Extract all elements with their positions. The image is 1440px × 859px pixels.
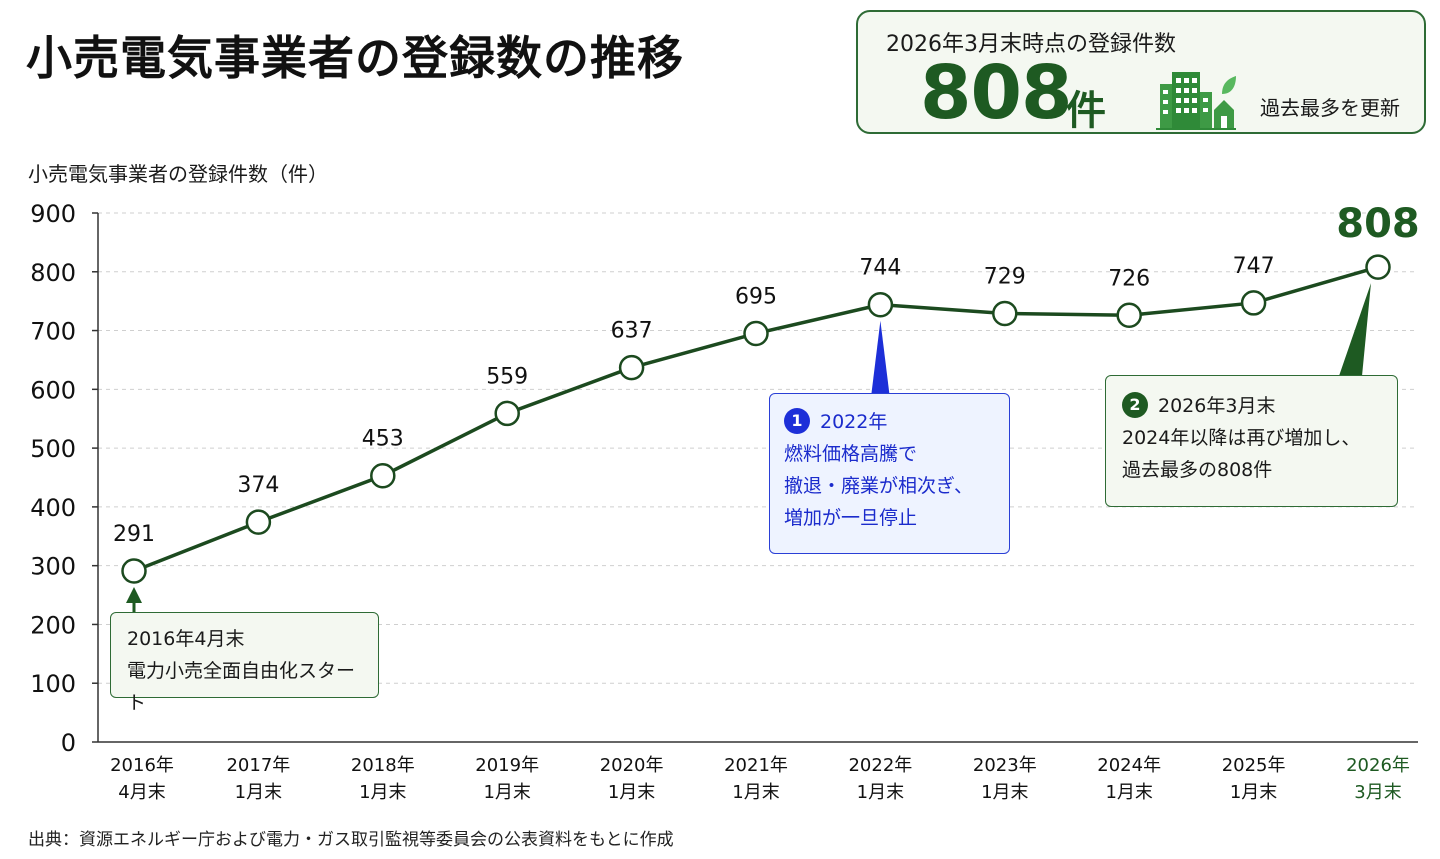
building-icon — [1156, 70, 1236, 136]
x-tick-label: 4月末 — [118, 782, 165, 803]
callout-pointers — [126, 283, 1371, 612]
callout-2026-heading: 2026年3月末 — [1158, 395, 1276, 417]
data-point — [1365, 254, 1391, 280]
y-tick-labels: 0 100 200 300 400 500 600 700 800 900 — [30, 200, 76, 757]
y-tick-label: 300 — [30, 553, 76, 581]
data-label: 695 — [735, 284, 777, 309]
x-tick-label: 1月末 — [235, 782, 282, 803]
data-label: 291 — [113, 522, 155, 547]
data-point — [743, 320, 769, 347]
callout-2026-pointer — [1339, 283, 1371, 376]
data-label: 453 — [362, 427, 404, 452]
data-label: 559 — [486, 364, 528, 389]
x-tick-label: 2025年 — [1222, 755, 1286, 776]
data-point — [245, 509, 272, 535]
data-point — [992, 300, 1018, 327]
data-label: 726 — [1108, 266, 1150, 291]
callout-start-line2: 電力小売全面自由化スタート — [127, 660, 356, 714]
x-tick-label: 2019年 — [475, 755, 539, 776]
data-point — [1116, 302, 1142, 329]
y-tick-label: 600 — [30, 376, 76, 404]
data-point — [494, 400, 520, 427]
callout-2022: 1 2022年 燃料価格高騰で 撤退・廃業が相次ぎ、 増加が一旦停止 — [769, 393, 1010, 554]
callout-2026-badge: 2 — [1122, 391, 1148, 418]
x-tick-labels: 2016年 4月末 2017年 1月末 2018年 1月末 2019年 1月末 2020年 1月末… — [110, 755, 1410, 803]
x-tick-label: 1月末 — [981, 782, 1028, 803]
data-point — [1240, 290, 1267, 316]
chart-title: 小売電気事業者の登録数の推移 — [26, 31, 684, 85]
x-tick-label: 2026年 — [1346, 755, 1410, 776]
callout-2022-line1: 燃料価格高騰で — [784, 443, 918, 465]
y-tick-label: 100 — [30, 670, 76, 698]
summary-note: 過去最多を更新 — [1260, 96, 1400, 120]
callout-start-arrowhead — [126, 586, 142, 603]
callout-2026: 2 2026年3月末 2024年以降は再び増加し、 過去最多の808件 — [1105, 375, 1398, 507]
y-tick-label: 200 — [30, 611, 76, 639]
callout-2022-heading: 2022年 — [820, 411, 888, 433]
y-tick-label: 0 — [61, 729, 76, 757]
callout-2026-line1: 2024年以降は再び増加し、 — [1122, 427, 1361, 449]
callout-2022-line3: 増加が一旦停止 — [784, 507, 918, 529]
y-tick-label: 500 — [30, 435, 76, 463]
data-label: 729 — [984, 265, 1026, 290]
x-tick-label: 1月末 — [359, 782, 406, 803]
callout-2026-line2: 過去最多の808件 — [1122, 459, 1273, 481]
summary-box: 2026年3月末時点の登録件数 808 件 過去最多を更新 — [856, 10, 1426, 134]
x-tick-label: 2024年 — [1097, 755, 1161, 776]
x-tick-label: 2022年 — [848, 755, 912, 776]
x-tick-label: 2016年 — [110, 755, 174, 776]
callout-2022-badge: 1 — [784, 407, 810, 434]
callout-start-line1: 2016年4月末 — [127, 628, 245, 650]
data-point — [618, 354, 645, 381]
x-tick-label: 1月末 — [732, 782, 779, 803]
x-tick-label: 2017年 — [226, 755, 290, 776]
data-labels: 291 374 453 559 637 695 744 729 726 747 808 — [113, 201, 1420, 547]
x-tick-label: 2020年 — [600, 755, 664, 776]
summary-unit: 件 — [1066, 88, 1106, 134]
x-tick-label: 2023年 — [973, 755, 1037, 776]
source-note: 出典：資源エネルギー庁および電力・ガス取引監視等委員会の公表資料をもとに作成 — [28, 830, 674, 850]
y-tick-label: 400 — [30, 494, 76, 522]
data-label: 374 — [237, 473, 279, 498]
y-axis-label: 小売電気事業者の登録件数（件） — [28, 162, 328, 186]
y-tick-label: 800 — [30, 259, 76, 287]
x-tick-label: 1月末 — [1105, 782, 1152, 803]
data-point — [370, 462, 396, 489]
y-tick-label: 900 — [30, 200, 76, 228]
callout-2022-pointer — [871, 320, 890, 394]
x-tick-label: 2021年 — [724, 755, 788, 776]
data-label: 747 — [1233, 254, 1275, 279]
summary-value: 808 — [920, 50, 1072, 136]
x-tick-label: 1月末 — [608, 782, 655, 803]
x-tick-label: 1月末 — [483, 782, 530, 803]
data-point — [121, 558, 147, 584]
y-tick-label: 700 — [30, 318, 76, 346]
x-tick-label: 2018年 — [351, 755, 415, 776]
data-points — [121, 254, 1391, 584]
summary-label: 2026年3月末時点の登録件数 — [886, 32, 1176, 57]
x-tick-label: 3月末 — [1354, 782, 1401, 803]
data-label: 808 — [1336, 201, 1420, 247]
callout-start: 2016年4月末 電力小売全面自由化スタート — [110, 612, 379, 714]
x-tick-label: 1月末 — [857, 782, 904, 803]
x-tick-label: 1月末 — [1230, 782, 1277, 803]
data-label: 637 — [611, 319, 653, 344]
data-label: 744 — [859, 256, 901, 281]
callout-2022-line2: 撤退・廃業が相次ぎ、 — [784, 475, 974, 497]
data-point — [867, 291, 894, 318]
